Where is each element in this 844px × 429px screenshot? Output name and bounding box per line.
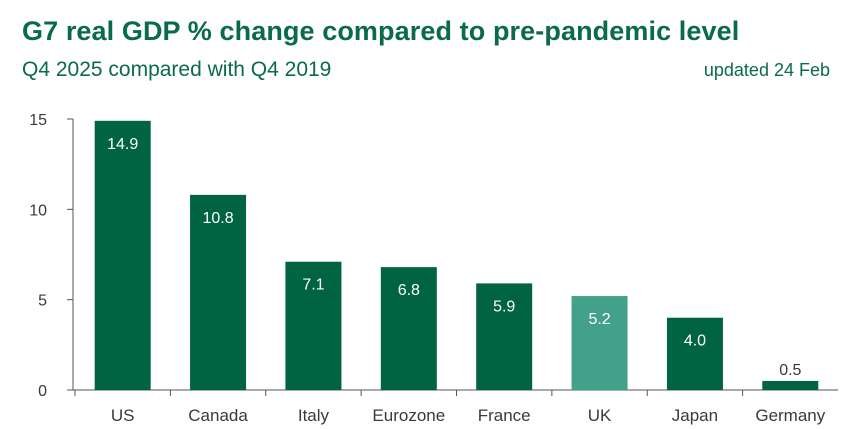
y-tick-label: 10 xyxy=(29,202,47,219)
bar xyxy=(666,317,723,390)
data-label: 4.0 xyxy=(684,333,706,350)
x-tick-label: France xyxy=(478,406,531,425)
bar xyxy=(571,296,628,390)
bar xyxy=(285,261,342,390)
updated-note: updated 24 Feb xyxy=(703,60,830,80)
x-tick-label: UK xyxy=(588,406,612,425)
bar xyxy=(94,120,151,390)
y-tick-label: 5 xyxy=(38,293,47,310)
bar xyxy=(380,267,437,390)
data-label: 0.5 xyxy=(779,362,801,379)
x-tick-label: US xyxy=(111,406,135,425)
y-tick-label: 15 xyxy=(29,112,47,129)
chart-subtitle: Q4 2025 compared with Q4 2019 xyxy=(22,58,332,81)
data-label: 5.2 xyxy=(588,311,610,328)
x-tick-label: Canada xyxy=(188,406,248,425)
x-tick-label: Germany xyxy=(755,406,825,425)
data-label: 6.8 xyxy=(398,282,420,299)
data-label: 14.9 xyxy=(107,136,138,153)
data-label: 7.1 xyxy=(302,277,324,294)
bar xyxy=(476,283,533,390)
data-label: 5.9 xyxy=(493,298,515,315)
x-tick-label: Japan xyxy=(672,406,718,425)
data-label: 10.8 xyxy=(202,210,233,227)
x-tick-label: Italy xyxy=(298,406,330,425)
bar xyxy=(190,194,247,390)
chart-title: G7 real GDP % change compared to pre-pan… xyxy=(22,16,740,46)
bar xyxy=(762,380,819,390)
x-tick-label: Eurozone xyxy=(372,406,445,425)
y-tick-label: 0 xyxy=(38,383,47,400)
